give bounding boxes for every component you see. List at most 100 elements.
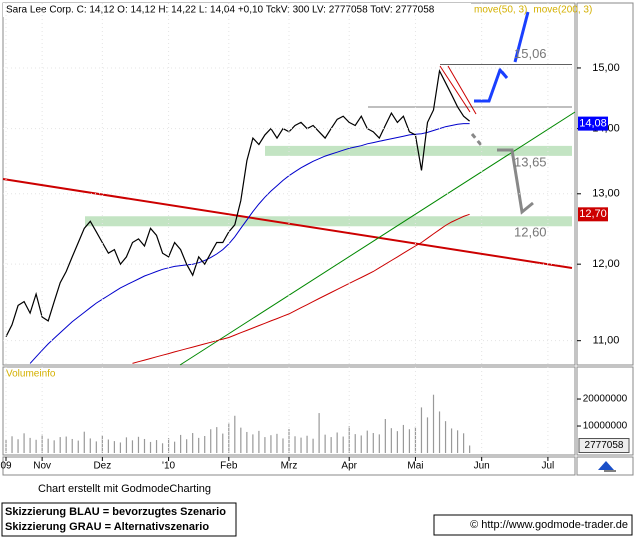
volume-bar [324,434,326,453]
volume-bar [342,436,344,453]
legend-entry: move(50, 3) [474,5,527,16]
volume-bar [240,427,242,453]
volume-bar [270,435,272,453]
volume-bar [300,437,302,453]
volume-bar [234,415,236,453]
price-tag-label: 14,08 [579,118,607,130]
x-tick-label: Mai [407,461,423,472]
url-box [433,514,633,536]
volume-bar [366,430,368,453]
volume-bar [246,431,248,453]
note-box [1,502,237,537]
volume-bar [95,441,97,453]
note-blue: Skizzierung BLAU = bevorzugtes Szenario [5,506,226,518]
y-tick-label: 20000000 [583,394,628,405]
level-label: 12,60 [514,225,547,240]
volume-bar [11,436,13,453]
price-line [5,68,470,337]
volume-bar [23,433,25,453]
volume-bar [71,438,73,453]
last-volume-label: 2777058 [585,440,624,451]
price-tag [578,116,608,131]
volume-bar [354,434,356,453]
url: © http://www.godmode-trader.de [470,519,628,531]
gray-scenario [497,148,534,215]
volume-bar [438,411,441,453]
flag-line [439,65,471,113]
blue-scenario [474,67,509,103]
uptrend-line [179,111,576,366]
volume-bar [174,441,176,453]
volume-bar [192,433,194,453]
flag-line [447,65,477,115]
volume-bar [53,440,55,453]
volume-bar [426,417,429,453]
credit: Chart erstellt mit GodmodeCharting [38,483,211,495]
volume-bar [408,429,411,453]
volume-bar [29,437,31,453]
volume-bar [402,424,404,453]
volume-bar [35,439,37,453]
volume-bar [119,442,122,453]
volume-bar [137,436,140,453]
volume-bar [161,443,164,453]
x-tick-label: Nov [33,461,51,472]
volume-bar [89,438,91,453]
volume-bar [228,422,230,453]
volume-bar [258,430,260,453]
y-tick-label: 11,00 [593,335,620,347]
y-tick-label: 13,00 [592,188,620,200]
volume-bar [167,438,170,453]
volume-bar [306,435,308,453]
x-tick-label: '10 [162,461,175,472]
volume-bar [294,436,296,453]
volume-bar [360,435,362,453]
volume-bar [113,441,115,453]
volume-bar [276,433,278,453]
volume-bar [469,445,471,453]
volume-bar [5,440,7,453]
price-tag [578,207,608,222]
level-label: 15,06 [514,46,547,61]
volume-bar [378,434,380,453]
legend-entry: move(200, 3) [533,5,592,16]
volume-bar [101,435,103,453]
x-tick-label: Mrz [281,461,298,472]
volume-bar [47,438,49,453]
y-tick-label: 15,00 [592,62,620,74]
volume-bar [390,428,392,453]
volume-bar [372,433,374,453]
volume-bar [336,432,338,453]
volume-bar [456,430,459,453]
x-tick-label: Feb [220,461,238,472]
x-tick-label: Dez [93,461,111,472]
volume-bar [125,437,128,453]
volume-bar [65,436,67,453]
volume-bar [396,431,398,453]
volume-bar [186,439,188,453]
volume-bar [222,433,224,453]
volume-bar [131,440,134,453]
y-tick-label: 12,00 [592,258,620,270]
volume-bar [264,437,266,453]
volume-bar [384,419,386,453]
volume-bar [330,437,332,453]
x-tick-label: 09 [0,461,12,472]
volume-bar [312,438,314,453]
note-gray: Skizzierung GRAU = Alternativszenario [5,521,209,533]
x-tick-label: Jun [474,461,490,472]
volume-bar [83,431,85,453]
volume-bar [180,434,182,453]
volume-bar [143,438,146,453]
volume-bar [59,437,61,453]
volume-bar [252,434,254,453]
y-tick-label: 10000000 [583,421,628,432]
volume-bar [282,438,284,453]
last-volume-tag [578,438,630,454]
header-title: Sara Lee Corp. C: 14,12 O: 14,12 H: 14,2… [6,5,435,16]
volume-bar [204,436,206,453]
blue-scenario [513,11,530,63]
volume-bar [17,439,19,453]
volume-bar [420,407,423,453]
x-tick-label: Apr [341,461,357,472]
